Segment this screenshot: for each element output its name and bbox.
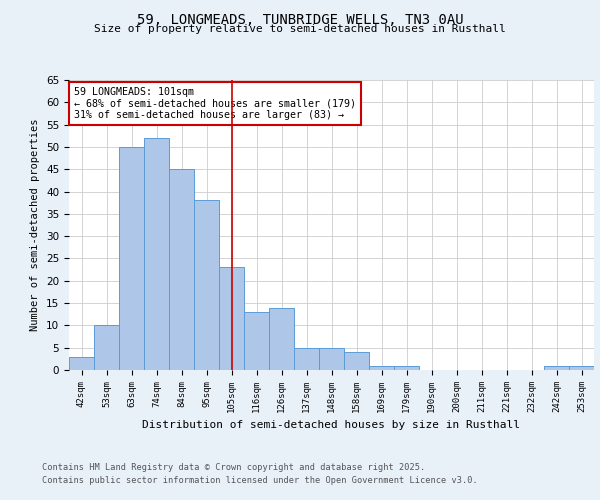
Bar	[319, 348, 344, 370]
Bar	[269, 308, 294, 370]
Text: Contains HM Land Registry data © Crown copyright and database right 2025.: Contains HM Land Registry data © Crown c…	[42, 464, 425, 472]
Bar	[294, 348, 319, 370]
Bar	[144, 138, 169, 370]
Bar	[219, 268, 244, 370]
Bar	[544, 366, 569, 370]
Bar	[169, 169, 194, 370]
Bar	[69, 356, 94, 370]
Bar	[394, 366, 419, 370]
Bar	[344, 352, 369, 370]
X-axis label: Distribution of semi-detached houses by size in Rusthall: Distribution of semi-detached houses by …	[143, 420, 521, 430]
Text: 59 LONGMEADS: 101sqm
← 68% of semi-detached houses are smaller (179)
31% of semi: 59 LONGMEADS: 101sqm ← 68% of semi-detac…	[74, 87, 356, 120]
Bar	[119, 147, 144, 370]
Y-axis label: Number of semi-detached properties: Number of semi-detached properties	[31, 118, 40, 331]
Bar	[369, 366, 394, 370]
Text: Size of property relative to semi-detached houses in Rusthall: Size of property relative to semi-detach…	[94, 24, 506, 34]
Bar	[94, 326, 119, 370]
Bar	[569, 366, 594, 370]
Bar	[194, 200, 219, 370]
Text: 59, LONGMEADS, TUNBRIDGE WELLS, TN3 0AU: 59, LONGMEADS, TUNBRIDGE WELLS, TN3 0AU	[137, 12, 463, 26]
Bar	[244, 312, 269, 370]
Text: Contains public sector information licensed under the Open Government Licence v3: Contains public sector information licen…	[42, 476, 478, 485]
